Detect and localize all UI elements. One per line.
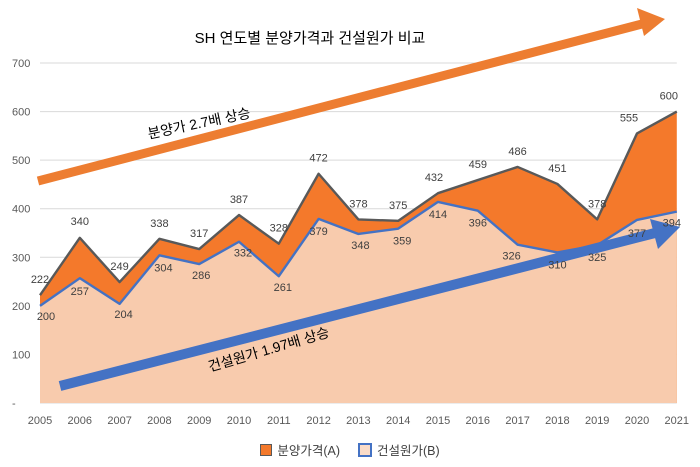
- data-label-price: 375: [389, 200, 407, 212]
- data-label-price: 432: [425, 172, 443, 184]
- x-tick-label: 2021: [665, 415, 689, 427]
- x-tick-label: 2008: [147, 415, 171, 427]
- data-label-cost: 377: [628, 228, 646, 240]
- data-label-price: 317: [190, 228, 208, 240]
- data-label-cost: 310: [548, 259, 566, 271]
- data-label-price: 451: [548, 163, 566, 175]
- arrowhead-cost: [650, 219, 680, 249]
- x-tick-label: 2016: [466, 415, 490, 427]
- chart-area: - 100 200 300 400 500 600 700 2005 2006 2007 2008 20…: [12, 8, 689, 427]
- y-tick-label: 200: [12, 301, 30, 313]
- data-label-price: 378: [588, 198, 606, 210]
- y-tick-label: 700: [12, 58, 30, 70]
- data-label-cost: 286: [192, 270, 210, 282]
- data-label-price: 249: [110, 261, 128, 273]
- data-label-price: 486: [508, 146, 526, 158]
- x-tick-label: 2017: [505, 415, 529, 427]
- legend-swatch-price: [260, 443, 273, 456]
- x-tick-label: 2018: [545, 415, 569, 427]
- data-label-cost: 257: [71, 286, 89, 298]
- data-label-cost: 261: [274, 282, 292, 294]
- arrowhead-price: [637, 8, 665, 36]
- data-label-price: 555: [620, 112, 638, 124]
- data-label-price: 340: [71, 216, 89, 228]
- data-label-price: 600: [660, 91, 678, 103]
- chart-title: SH 연도별 분양가격과 건설원가 비교: [195, 30, 426, 47]
- legend-label-cost: 건설원가(B): [377, 444, 440, 458]
- data-label-price: 222: [31, 274, 49, 286]
- y-tick-label: 300: [12, 252, 30, 264]
- x-tick-label: 2012: [306, 415, 330, 427]
- x-tick-label: 2014: [386, 415, 410, 427]
- x-tick-label: 2011: [267, 415, 291, 427]
- data-label-price: 387: [230, 194, 248, 206]
- arrow-price-trend: [36, 19, 644, 186]
- data-label-price: 472: [309, 153, 327, 165]
- x-tick-label: 2007: [107, 415, 131, 427]
- data-label-cost: 200: [37, 311, 55, 323]
- data-label-cost: 348: [351, 240, 369, 252]
- x-tick-label: 2019: [585, 415, 609, 427]
- legend-item-price: 분양가격(A): [260, 440, 340, 459]
- data-label-price: 338: [150, 218, 168, 230]
- line-price: [39, 110, 678, 296]
- data-label-price: 328: [270, 223, 288, 235]
- data-label-price: 459: [469, 159, 487, 171]
- data-label-cost: 304: [154, 262, 172, 274]
- data-label-cost: 325: [588, 252, 606, 264]
- x-tick-label: 2013: [346, 415, 370, 427]
- legend-item-cost: 건설원가(B): [358, 440, 440, 459]
- y-tick-label: -: [12, 398, 16, 410]
- trend-arrows: [36, 8, 680, 391]
- data-label-cost: 359: [393, 236, 411, 248]
- x-tick-label: 2009: [187, 415, 211, 427]
- legend-swatch-cost: [358, 442, 372, 457]
- axis-ticks: - 100 200 300 400 500 600 700 2005 2006 2007 2008 20…: [12, 58, 689, 427]
- legend: 분양가격(A) 건설원가(B): [0, 440, 700, 459]
- data-label-cost: 379: [309, 226, 327, 238]
- x-tick-label: 2020: [625, 415, 649, 427]
- data-labels: 222 340 249 338 317 387 328 472 378 375 432 459 486 4…: [31, 91, 681, 323]
- legend-label-price: 분양가격(A): [277, 444, 340, 458]
- data-label-cost: 332: [234, 248, 252, 260]
- data-label-cost: 396: [469, 218, 487, 230]
- data-label-cost: 394: [663, 218, 681, 230]
- data-label-cost: 326: [502, 251, 520, 263]
- y-tick-label: 500: [12, 155, 30, 167]
- data-label-price: 378: [349, 198, 367, 210]
- data-label-cost: 414: [429, 209, 447, 221]
- x-tick-label: 2006: [68, 415, 92, 427]
- y-tick-label: 600: [12, 107, 30, 119]
- y-tick-label: 400: [12, 204, 30, 216]
- x-tick-label: 2010: [227, 415, 251, 427]
- data-label-cost: 204: [114, 309, 132, 321]
- x-tick-label: 2005: [28, 415, 52, 427]
- y-tick-label: 100: [12, 349, 30, 361]
- x-tick-label: 2015: [426, 415, 450, 427]
- arrow-cost-trend: [58, 228, 657, 391]
